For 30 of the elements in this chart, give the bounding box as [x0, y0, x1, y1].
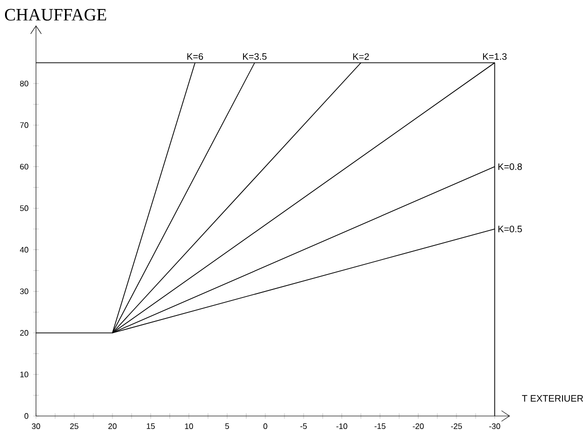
- y-tick-label: 60: [20, 164, 28, 170]
- x-tick-label: 5: [225, 423, 230, 429]
- x-tick-label: 25: [70, 423, 78, 430]
- x-axis-title: T EXTERIUER: [522, 395, 584, 402]
- y-tick-label: 40: [20, 246, 28, 253]
- x-tick-label: 15: [146, 423, 155, 429]
- x-tick-label: -5: [300, 423, 307, 429]
- x-tick-label: 0: [263, 423, 268, 430]
- x-tick-label: -20: [412, 423, 424, 430]
- x-tick-label: -10: [336, 423, 348, 430]
- y-tick-label: 20: [20, 330, 28, 336]
- y-tick-label: 10: [20, 372, 28, 378]
- y-tick-label: 80: [20, 80, 28, 86]
- x-tick-label: 30: [32, 423, 40, 430]
- series-label: K=6: [187, 53, 204, 60]
- y-tick-label: 0: [24, 413, 28, 419]
- y-tick-label: 50: [20, 205, 28, 212]
- x-tick-label: 10: [185, 423, 194, 430]
- chart-title: CHAUFFAGE: [4, 8, 106, 21]
- series-label: K=1.3: [483, 53, 507, 60]
- series-label: K=0.8: [498, 163, 522, 170]
- x-tick-label: -25: [451, 423, 462, 430]
- y-tick-label: 70: [20, 122, 28, 128]
- series-label: K=2: [353, 53, 369, 60]
- series-label: K=0.5: [498, 226, 522, 232]
- x-tick-label: -15: [374, 423, 386, 429]
- y-tick-label: 30: [20, 288, 28, 294]
- x-tick-label: 20: [108, 423, 117, 430]
- series-label: K=3.5: [243, 53, 267, 60]
- x-tick-label: -30: [489, 423, 500, 430]
